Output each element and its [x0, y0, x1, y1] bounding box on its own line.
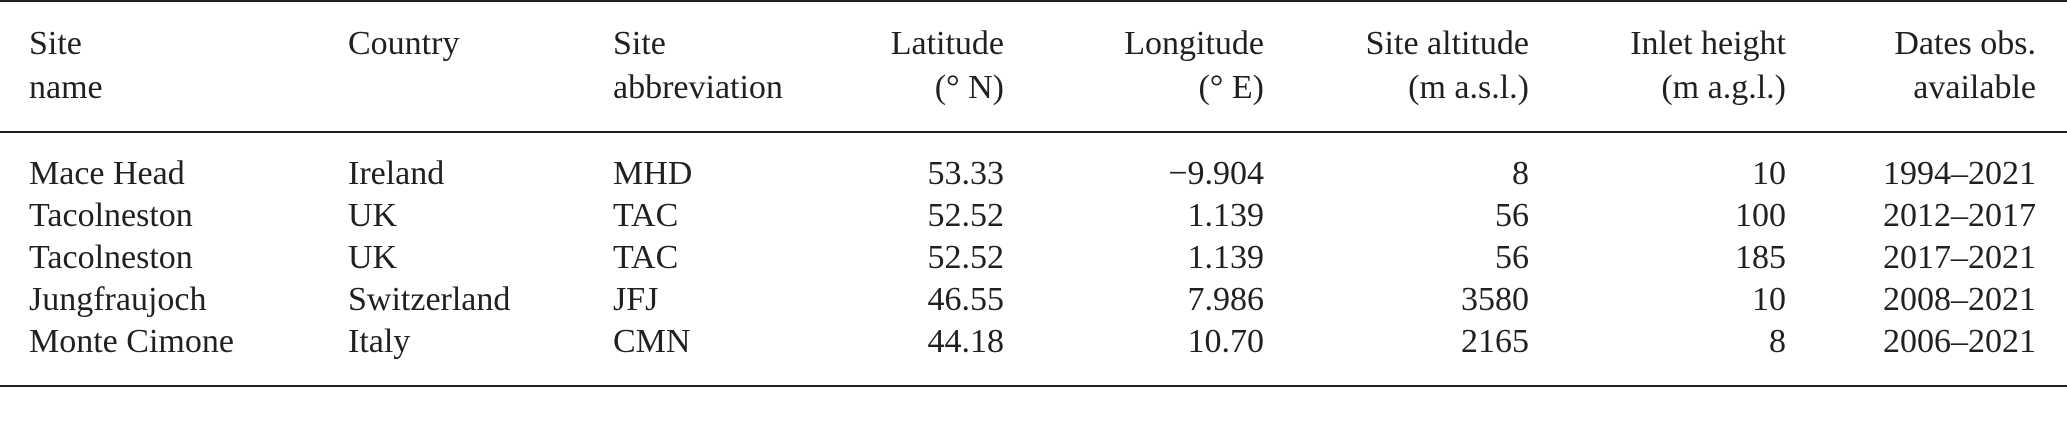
- cell-latitude: 53.33: [927, 155, 1005, 192]
- header-line: Country: [348, 25, 460, 62]
- header-country: Country: [340, 1, 605, 132]
- table-row: Monte Cimone Italy CMN 44.18 10.70 2165 8 2006–…: [0, 321, 2067, 386]
- header-longitude: Longitude (° E): [1010, 1, 1270, 132]
- cell-inlet-height: 8: [1769, 323, 1786, 360]
- header-line: abbreviation: [613, 69, 783, 106]
- header-line: (m a.g.l.): [1661, 69, 1786, 106]
- cell-site-abbreviation: TAC: [613, 239, 679, 276]
- cell-site-abbreviation: TAC: [613, 197, 679, 234]
- table-row: Mace Head Ireland MHD 53.33 −9.904 8 10 1994–20…: [0, 132, 2067, 195]
- cell-latitude: 52.52: [927, 239, 1005, 276]
- cell-dates-available: 2017–2021: [1883, 239, 2036, 276]
- header-line: (m a.s.l.): [1408, 69, 1529, 106]
- header-latitude: Latitude (° N): [860, 1, 1010, 132]
- header-site-name: Site name: [0, 1, 340, 132]
- cell-inlet-height: 100: [1735, 197, 1786, 234]
- cell-dates-available: 2012–2017: [1883, 197, 2036, 234]
- cell-dates-available: 2008–2021: [1883, 281, 2036, 318]
- header-line: (° N): [934, 69, 1004, 106]
- cell-site-abbreviation: MHD: [613, 155, 693, 192]
- header-line: available: [1913, 69, 2036, 106]
- cell-longitude: −9.904: [1168, 155, 1264, 192]
- header-line: Site: [29, 25, 82, 62]
- cell-inlet-height: 10: [1752, 155, 1786, 192]
- header-site-altitude: Site altitude (m a.s.l.): [1270, 1, 1535, 132]
- cell-site-name: Tacolneston: [29, 239, 193, 276]
- cell-country: Switzerland: [348, 281, 511, 318]
- header-line: Longitude: [1124, 25, 1264, 62]
- cell-latitude: 52.52: [927, 197, 1005, 234]
- cell-dates-available: 2006–2021: [1883, 323, 2036, 360]
- cell-site-altitude: 8: [1512, 155, 1529, 192]
- header-line: Latitude: [890, 25, 1004, 62]
- cell-inlet-height: 10: [1752, 281, 1786, 318]
- table-row: Jungfraujoch Switzerland JFJ 46.55 7.986 3580…: [0, 279, 2067, 321]
- cell-longitude: 10.70: [1187, 323, 1265, 360]
- table-row: Tacolneston UK TAC 52.52 1.139 56 185 2017–2021: [0, 237, 2067, 279]
- cell-longitude: 1.139: [1187, 197, 1265, 234]
- cell-longitude: 1.139: [1187, 239, 1265, 276]
- cell-site-altitude: 3580: [1461, 281, 1529, 318]
- cell-country: Italy: [348, 323, 411, 360]
- cell-site-abbreviation: CMN: [613, 323, 691, 360]
- cell-country: UK: [348, 239, 398, 276]
- cell-site-altitude: 56: [1495, 197, 1529, 234]
- cell-dates-available: 1994–2021: [1883, 155, 2036, 192]
- header-site-abbreviation: Site abbreviation: [605, 1, 860, 132]
- header-inlet-height: Inlet height (m a.g.l.): [1535, 1, 1792, 132]
- cell-site-name: Tacolneston: [29, 197, 193, 234]
- header-line: name: [29, 69, 103, 106]
- header-line: Site: [613, 25, 666, 62]
- cell-site-altitude: 56: [1495, 239, 1529, 276]
- header-line: Dates obs.: [1894, 25, 2036, 62]
- cell-country: UK: [348, 197, 398, 234]
- header-line: (° E): [1198, 69, 1264, 106]
- header-line: Inlet height: [1630, 25, 1786, 62]
- cell-site-altitude: 2165: [1461, 323, 1529, 360]
- sites-table: Site name Country Site abbreviation Latitu…: [0, 1, 2067, 386]
- cell-site-name: Monte Cimone: [29, 323, 234, 360]
- cell-site-name: Jungfraujoch: [29, 281, 207, 318]
- cell-site-name: Mace Head: [29, 155, 185, 192]
- table-header: Site name Country Site abbreviation Latitu…: [0, 1, 2067, 132]
- header-line: Site altitude: [1365, 25, 1529, 62]
- cell-country: Ireland: [348, 155, 445, 192]
- cell-site-abbreviation: JFJ: [613, 281, 659, 318]
- cell-longitude: 7.986: [1187, 281, 1265, 318]
- table-body: Mace Head Ireland MHD 53.33 −9.904 8 10 1994–20…: [0, 132, 2067, 386]
- table-row: Tacolneston UK TAC 52.52 1.139 56 100 2012–2017: [0, 195, 2067, 237]
- header-dates: Dates obs. available: [1792, 1, 2067, 132]
- cell-latitude: 44.18: [927, 323, 1005, 360]
- cell-latitude: 46.55: [927, 281, 1005, 318]
- cell-inlet-height: 185: [1735, 239, 1786, 276]
